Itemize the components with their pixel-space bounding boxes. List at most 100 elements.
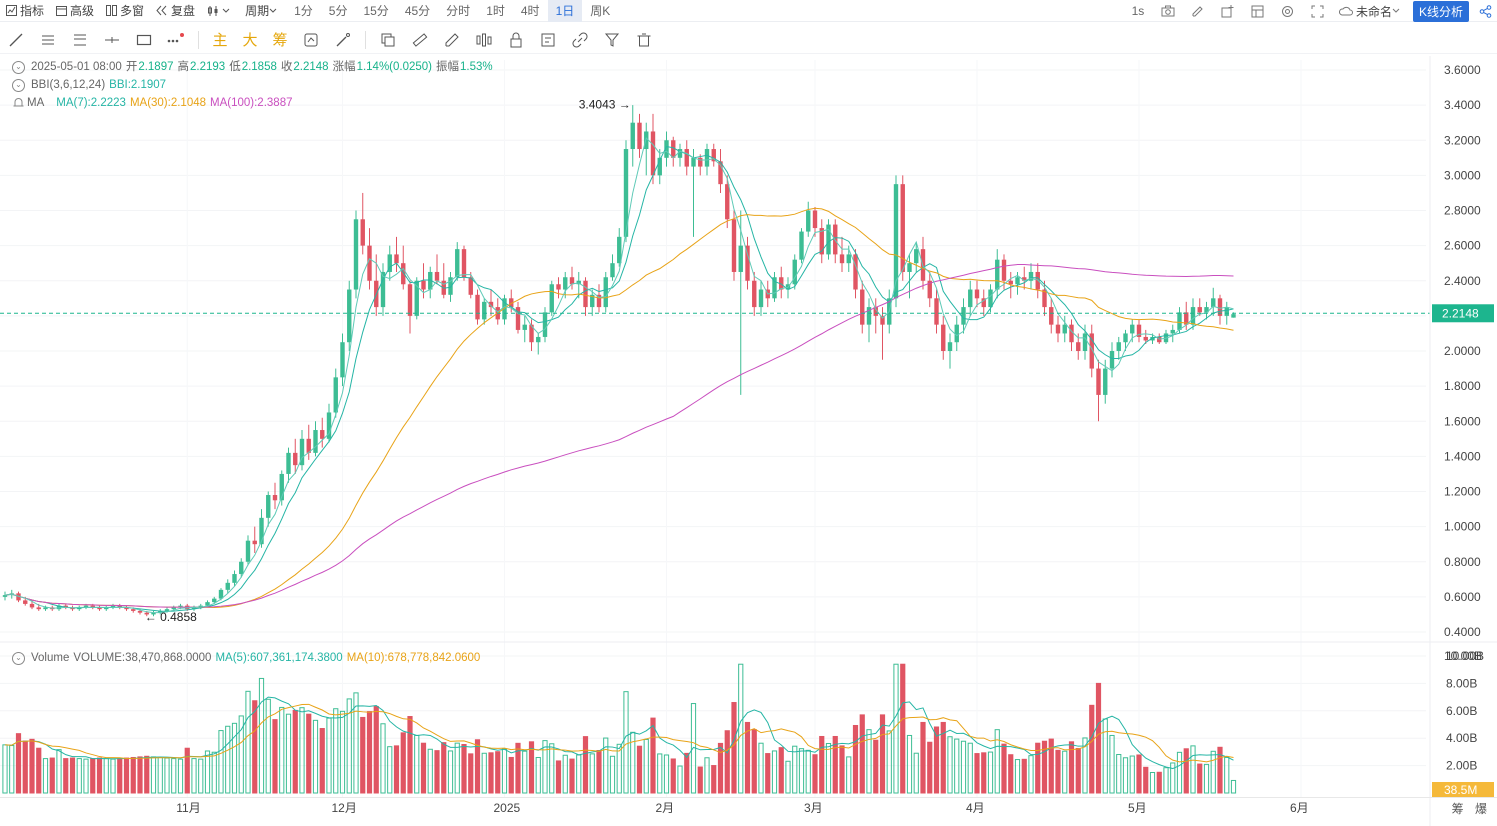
rectangle-tool-icon[interactable] — [128, 26, 160, 54]
ma100-value: MA(100):2.3887 — [210, 97, 293, 109]
volume-bar — [636, 745, 643, 794]
candle-body — [698, 157, 703, 167]
candle-body — [1211, 298, 1216, 308]
share-icon[interactable] — [1473, 0, 1497, 22]
lock-icon[interactable] — [500, 26, 532, 54]
volume-bar — [1163, 767, 1169, 794]
camera-icon[interactable] — [1153, 0, 1183, 22]
indicators-button[interactable]: 指标 — [0, 0, 50, 22]
replay-button[interactable]: 复盘 — [150, 0, 201, 22]
close-value: 2.2148 — [293, 61, 329, 73]
volume-bar — [110, 758, 116, 794]
volume-bar — [245, 690, 251, 794]
bbi-name: BBI(3,6,12,24) — [31, 79, 106, 91]
candle-body — [981, 298, 986, 308]
advanced-button[interactable]: 高级 — [50, 0, 100, 22]
big-order-button[interactable]: 大 — [242, 32, 258, 49]
edit-icon[interactable] — [532, 26, 564, 54]
volume-bar — [522, 750, 528, 794]
compare-icon[interactable] — [295, 26, 327, 54]
candle-body — [819, 228, 824, 255]
pen-icon[interactable] — [1183, 0, 1213, 22]
timeframe-5min[interactable]: 5分 — [328, 3, 348, 18]
timeframe-4h[interactable]: 4时 — [520, 3, 540, 18]
volume-bar — [528, 741, 535, 794]
pencil-icon[interactable] — [436, 26, 468, 54]
candle-body — [434, 271, 440, 281]
volume-bar — [211, 751, 217, 794]
main-force-button[interactable]: 主 — [212, 32, 228, 49]
volume-bar — [1136, 754, 1142, 794]
filter-icon[interactable] — [596, 26, 628, 54]
timeframe-intraday[interactable]: 分时 — [446, 3, 471, 18]
collapse-icon[interactable]: ⌄ — [12, 651, 25, 665]
volume-bar — [218, 730, 224, 794]
trendline-tool-icon[interactable] — [0, 26, 32, 54]
collapse-icon[interactable]: ⌄ — [12, 78, 25, 92]
link-icon[interactable] — [564, 26, 596, 54]
volume-bar — [677, 765, 683, 794]
candle-body — [266, 495, 271, 518]
volume-bar — [319, 728, 325, 794]
fullscreen-icon[interactable] — [1303, 0, 1333, 22]
candle-body — [380, 271, 386, 308]
volume-bar — [1008, 754, 1014, 794]
ruler-icon[interactable] — [404, 26, 436, 54]
chip-button[interactable]: 筹 — [272, 32, 288, 49]
kline-analysis-button[interactable]: K线分析 — [1412, 0, 1469, 22]
add-window-icon[interactable] — [1213, 0, 1243, 22]
period-dropdown[interactable]: 周期 — [239, 0, 286, 22]
chip-toggle[interactable]: 筹 — [1451, 802, 1464, 816]
volume-bar — [873, 739, 879, 794]
candle-body — [711, 149, 716, 162]
liquidation-toggle[interactable]: 爆 — [1474, 802, 1487, 816]
volume-bar — [609, 755, 616, 794]
bars-icon[interactable] — [468, 26, 500, 54]
candle-body — [866, 307, 872, 325]
parallel-lines-tool-icon[interactable] — [32, 26, 64, 54]
candle-body — [772, 277, 777, 299]
timeframe-1min[interactable]: 1分 — [294, 3, 313, 18]
settings-icon[interactable] — [1273, 0, 1303, 22]
volume-bar — [879, 714, 886, 794]
more-tools-icon[interactable] — [160, 26, 192, 54]
volume-bar — [272, 719, 278, 794]
timeframe-15min[interactable]: 15分 — [363, 3, 389, 18]
volume-name: Volume — [31, 652, 70, 664]
layout-name: 未命名 — [1355, 4, 1392, 19]
candle-body — [758, 289, 764, 308]
candle-body — [23, 600, 28, 604]
chart-type-button[interactable] — [201, 0, 239, 22]
price-tick-label: 2.0000 — [1444, 344, 1481, 358]
candle-body — [468, 277, 473, 295]
magic-icon[interactable] — [327, 26, 359, 54]
candle-body — [252, 540, 257, 545]
candle-body — [461, 249, 467, 278]
volume-bar — [987, 751, 994, 794]
volume-bar — [407, 716, 413, 794]
candle-body — [293, 452, 298, 466]
horizontal-line-tool-icon[interactable] — [96, 26, 128, 54]
timeframe-1h[interactable]: 1时 — [486, 3, 505, 18]
collapse-icon[interactable]: ⌄ — [12, 60, 25, 74]
trash-icon[interactable] — [628, 26, 660, 54]
candle-body — [968, 289, 973, 308]
template-icon[interactable] — [1243, 0, 1273, 22]
candle-body — [171, 607, 176, 610]
fib-tool-icon[interactable] — [64, 26, 96, 54]
layout-dropdown[interactable]: 未命名 — [1333, 0, 1409, 22]
volume-bar — [130, 756, 136, 794]
multi-window-button[interactable]: 多窗 — [100, 0, 150, 22]
ohlc-legend-row: ⌄ 2025-05-01 08:00 开 2.1897 高 2.2193 低 2.18… — [12, 58, 497, 76]
timeframe-1d[interactable]: 1日 — [547, 0, 583, 22]
x-axis-divider — [0, 797, 1497, 798]
bell-icon[interactable] — [12, 97, 25, 109]
volume-bar — [447, 750, 454, 794]
copy-icon[interactable] — [372, 26, 404, 54]
timeframe-45min[interactable]: 45分 — [404, 3, 431, 18]
timeframe-week[interactable]: 周K — [590, 3, 611, 18]
price-tick-label: 0.4000 — [1444, 625, 1481, 639]
candle-body — [792, 259, 797, 285]
speed-button[interactable]: 1s — [1131, 4, 1145, 18]
